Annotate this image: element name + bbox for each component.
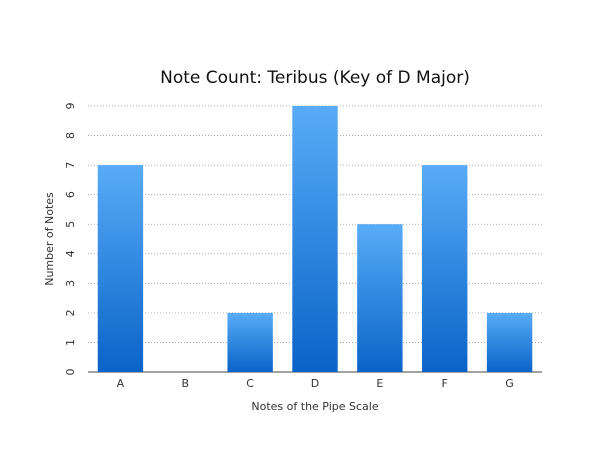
y-tick-label: 6 xyxy=(64,191,77,198)
bar xyxy=(486,312,533,372)
y-tick-label: 2 xyxy=(64,309,77,316)
y-tick-label: 3 xyxy=(64,280,77,287)
y-axis-label: Number of Notes xyxy=(43,192,56,286)
x-tick-label: D xyxy=(311,377,319,390)
chart-title: Note Count: Teribus (Key of D Major) xyxy=(160,68,470,88)
x-tick-label: G xyxy=(505,377,514,390)
x-tick-label: A xyxy=(117,377,125,390)
x-axis-label: Notes of the Pipe Scale xyxy=(251,400,378,413)
y-tick-label: 8 xyxy=(64,132,77,139)
bar xyxy=(97,165,144,372)
y-tick-label: 9 xyxy=(64,103,77,110)
x-tick-label: C xyxy=(246,377,254,390)
bar xyxy=(422,165,468,372)
bar xyxy=(292,106,338,372)
x-tick-label: E xyxy=(376,377,383,390)
y-tick-label: 4 xyxy=(64,250,77,257)
x-tick-label: B xyxy=(182,377,190,390)
x-tick-label: F xyxy=(442,377,448,390)
y-tick-label: 1 xyxy=(64,339,77,346)
y-tick-label: 5 xyxy=(64,221,77,228)
y-tick-label: 7 xyxy=(64,162,77,169)
bar xyxy=(357,224,403,372)
y-tick-label: 0 xyxy=(64,369,77,376)
bar xyxy=(227,312,273,372)
